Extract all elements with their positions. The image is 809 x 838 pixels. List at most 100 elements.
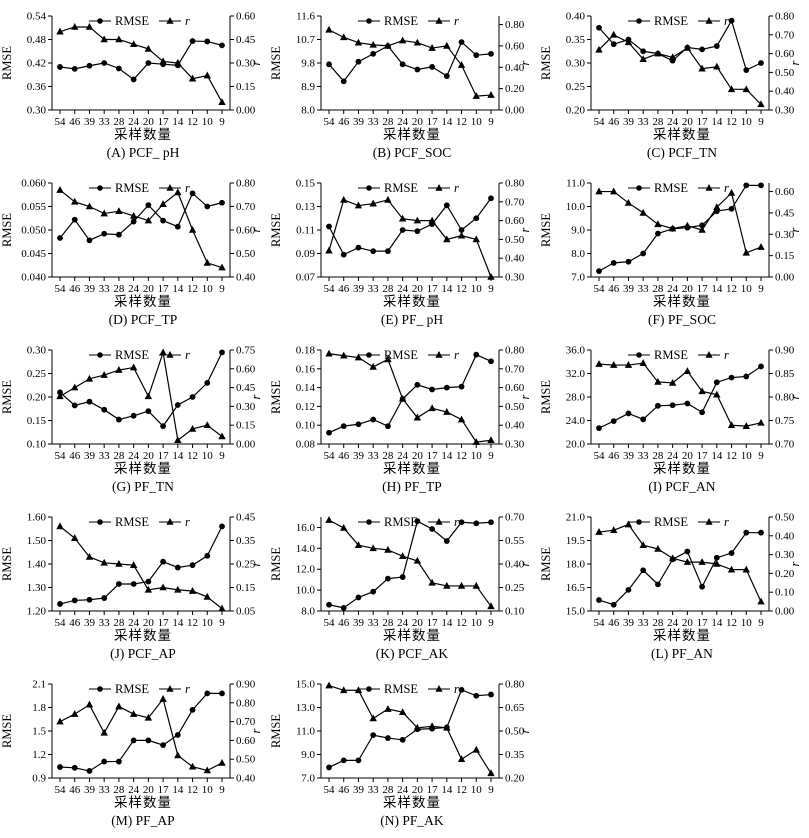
rmse-point-marker (57, 64, 63, 70)
x-tick-label: 12 (187, 283, 198, 294)
x-tick-label: 39 (623, 617, 635, 628)
left-tick-label: 10.7 (296, 34, 316, 46)
rmse-point-marker (640, 48, 647, 55)
legend-rmse-label: RMSE (115, 348, 149, 362)
x-axis-title: 采样数量 (114, 127, 172, 142)
x-tick-label: 17 (427, 116, 439, 127)
right-tick-label: 0.80 (505, 178, 525, 190)
rmse-point-marker (101, 230, 108, 237)
x-tick-label: 46 (608, 617, 620, 628)
left-tick-label: 0.10 (27, 439, 47, 451)
r-point-marker (639, 359, 647, 366)
rmse-series-line (328, 41, 492, 83)
legend-triangle-marker-icon (435, 351, 443, 358)
x-tick-label: 54 (324, 617, 336, 628)
r-point-marker (639, 541, 647, 548)
legend-circle-marker-icon (366, 352, 372, 358)
r-point-marker (71, 197, 79, 205)
y-axis-title-right: r (518, 227, 532, 232)
left-tick-label: 13.0 (296, 702, 316, 714)
rmse-point-marker (174, 564, 181, 571)
x-tick-label: 24 (667, 116, 679, 127)
x-tick-label: 46 (338, 784, 350, 795)
right-tick-label: 0.60 (775, 186, 795, 198)
left-tick-label: 0.045 (21, 248, 46, 260)
y-axis-title-right: r (518, 60, 532, 65)
left-tick-label: 1.8 (32, 702, 46, 714)
r-point-marker (457, 415, 466, 423)
y-axis-title-left: RMSE (269, 46, 283, 80)
x-tick-label: 46 (69, 617, 81, 628)
r-point-marker (428, 722, 436, 730)
x-tick-label: 33 (638, 617, 650, 628)
right-tick-label: 0.70 (505, 196, 525, 208)
r-point-marker (369, 544, 377, 552)
rmse-point-marker (145, 737, 152, 744)
x-tick-label: 17 (158, 116, 170, 127)
rmse-series-line (59, 692, 222, 772)
legend-triangle-marker-icon (705, 518, 713, 525)
x-tick-label: 46 (69, 784, 81, 795)
r-point-marker (727, 188, 736, 196)
r-point-marker (56, 522, 64, 530)
rmse-point-marker (189, 562, 196, 569)
legend-r-label: r (724, 14, 729, 28)
rmse-series-line (59, 526, 223, 605)
legend-r-label: r (454, 515, 459, 529)
x-tick-label: 39 (84, 784, 96, 795)
rmse-point-marker (713, 554, 720, 561)
rmse-point-marker (71, 65, 78, 72)
x-tick-label: 39 (84, 283, 96, 294)
r-point-marker (487, 436, 495, 444)
rmse-point-marker (458, 686, 465, 693)
x-tick-label: 12 (187, 116, 198, 127)
chart-panel-k: 8.0 10.0 12.0 14.0 16.0 0.10 0.25 0.40 0.55 0.70 5… (269, 504, 538, 671)
right-tick-label: 0.60 (775, 48, 795, 60)
left-tick-label: 0.11 (296, 225, 315, 237)
r-point-marker (624, 361, 633, 368)
right-tick-label: 0.60 (505, 215, 525, 227)
r-point-marker (129, 40, 138, 47)
legend-r-label: r (454, 682, 459, 696)
chart-svg-h: 0.08 0.10 0.12 0.14 0.16 0.18 0.30 0.40 0.50 0.60… (269, 345, 532, 462)
r-point-marker (71, 22, 79, 30)
x-tick-label: 10 (471, 784, 483, 795)
x-tick-label: 9 (488, 450, 494, 461)
legend-rmse-label: RMSE (654, 14, 688, 28)
left-tick-label: 16.5 (566, 582, 586, 594)
x-tick-label: 14 (441, 617, 453, 628)
r-point-marker (85, 700, 94, 708)
r-point-marker (472, 745, 480, 753)
right-tick-label: 0.60 (505, 382, 525, 394)
rmse-point-marker (443, 73, 450, 79)
rmse-point-marker (189, 190, 196, 197)
x-tick-label: 17 (427, 450, 439, 461)
y-axis-title-left: RMSE (0, 547, 14, 581)
chart-caption: (A) PCF_ pH (106, 145, 180, 160)
left-tick-label: 1.60 (27, 512, 47, 524)
r-point-marker (398, 394, 407, 402)
left-tick-label: 21.0 (566, 512, 586, 524)
r-point-marker (384, 355, 392, 363)
y-axis-title-right: r (788, 60, 802, 65)
legend-r-label: r (185, 181, 190, 195)
y-axis-title-right: r (249, 60, 263, 65)
x-tick-label: 9 (219, 116, 225, 127)
rmse-point-marker (204, 380, 211, 386)
rmse-point-marker (743, 529, 750, 536)
left-tick-label: 0.48 (27, 34, 47, 46)
chart-svg-e: 0.07 0.09 0.11 0.13 0.15 0.30 0.40 0.50 0.60 0.70… (269, 178, 532, 295)
rmse-point-marker (145, 408, 152, 414)
rmse-point-marker (443, 202, 450, 209)
r-point-marker (174, 585, 182, 593)
rmse-point-marker (57, 235, 63, 241)
r-point-marker (369, 714, 377, 722)
r-point-marker (56, 717, 64, 725)
left-tick-label: 0.050 (21, 225, 46, 237)
left-tick-label: 1.2 (32, 749, 46, 761)
x-tick-label: 10 (741, 450, 753, 461)
r-point-marker (354, 686, 363, 694)
r-point-marker (129, 363, 138, 371)
x-tick-label: 54 (55, 617, 67, 628)
chart-svg-k: 8.0 10.0 12.0 14.0 16.0 0.10 0.25 0.40 0.55 0.70 5… (269, 512, 532, 629)
